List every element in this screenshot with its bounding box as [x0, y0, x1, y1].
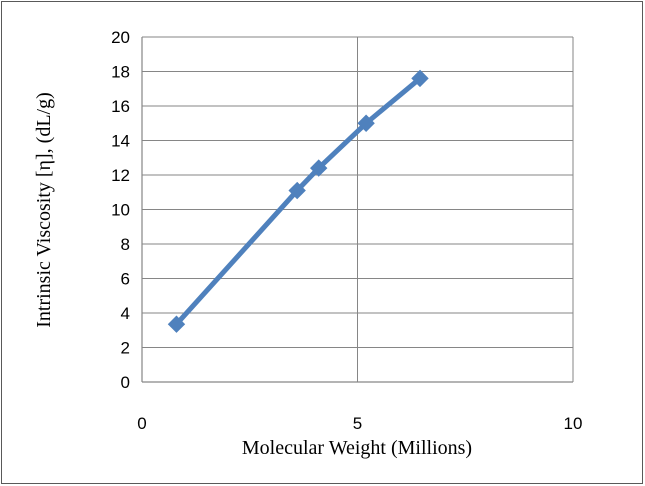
y-tick-label: 14 — [111, 132, 130, 151]
series-line — [173, 75, 423, 327]
x-tick-label: 5 — [353, 414, 362, 433]
y-tick-label: 0 — [121, 373, 130, 392]
data-point-marker — [411, 69, 429, 88]
y-tick-label: 2 — [121, 339, 130, 358]
y-tick-label: 8 — [121, 235, 130, 254]
data-point-marker — [357, 114, 375, 132]
data-point-marker — [288, 181, 306, 200]
y-tick-label: 18 — [111, 63, 130, 82]
series-layer — [167, 69, 429, 333]
x-tick-label: 0 — [137, 414, 146, 433]
y-tick-label: 12 — [111, 166, 130, 185]
data-point-marker — [167, 315, 186, 333]
y-tick-label: 6 — [121, 270, 130, 289]
grid-layer — [141, 36, 574, 383]
y-tick-label: 20 — [111, 28, 130, 47]
y-tick-label: 16 — [111, 97, 130, 116]
axis-layer — [141, 37, 573, 383]
label-layer: 0 2 4 6 8 10 12 14 16 18 20 0 5 10 — [111, 28, 582, 433]
x-axis-title: Molecular Weight (Millions) — [242, 437, 472, 459]
y-tick-label: 10 — [111, 201, 130, 220]
y-axis-title: Intrinsic Viscosity [η], (dL/g) — [33, 92, 55, 328]
data-point-marker — [310, 159, 328, 177]
x-tick-label: 10 — [564, 414, 583, 433]
y-tick-label: 4 — [121, 304, 130, 323]
